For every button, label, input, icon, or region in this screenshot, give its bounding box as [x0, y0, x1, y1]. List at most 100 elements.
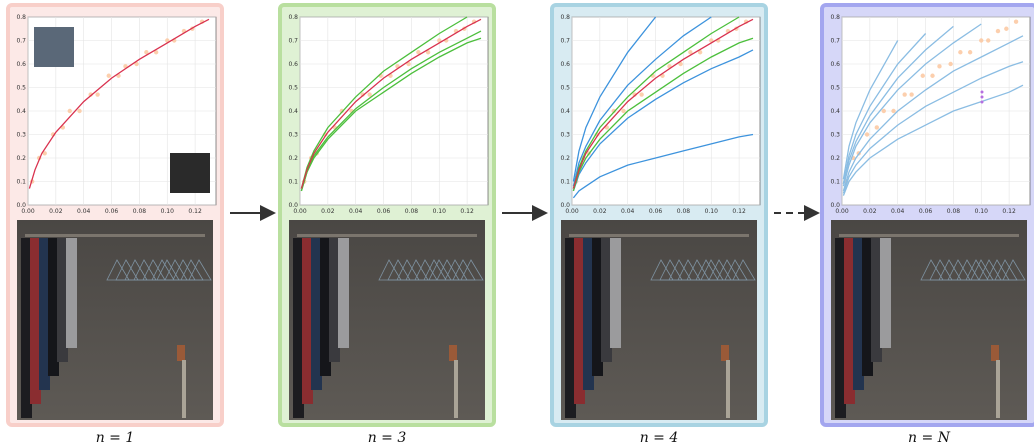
closet-rod [25, 234, 205, 237]
y-tick-label: 0.1 [560, 179, 570, 186]
garment [871, 238, 882, 362]
curve [572, 18, 754, 189]
closet-rod [839, 234, 1019, 237]
scatter-point [416, 50, 421, 55]
garment [21, 238, 32, 418]
scatter-point [1004, 26, 1009, 31]
y-tick-label: 0.5 [560, 85, 570, 92]
garment [302, 238, 313, 404]
garment [320, 238, 331, 376]
scatter-point [144, 50, 149, 55]
curve [842, 35, 1024, 192]
y-tick-label: 0.3 [288, 132, 298, 139]
y-tick-label: 0.2 [830, 155, 840, 162]
scatter-point [891, 108, 896, 114]
x-tick-label: 0.06 [105, 208, 119, 215]
hanger [460, 259, 484, 281]
curve [300, 18, 482, 189]
y-tick-label: 0.0 [288, 202, 298, 209]
hanger [732, 259, 756, 281]
garment [338, 238, 349, 348]
y-tick-label: 0.8 [830, 14, 840, 21]
caption: n = N [908, 430, 951, 446]
garment [574, 238, 585, 404]
x-tick-label: 0.12 [1002, 208, 1016, 215]
closet-rod [297, 234, 477, 237]
x-tick-label: 0.00 [565, 208, 579, 215]
scatter-point [930, 73, 935, 78]
curve [572, 16, 657, 182]
scatter-point [106, 73, 111, 78]
garment [293, 238, 304, 418]
scatter-point [678, 61, 683, 67]
y-tick-label: 0.8 [288, 14, 298, 21]
caption: n = 1 [96, 430, 135, 446]
x-tick-label: 0.06 [649, 208, 663, 215]
curve [300, 16, 468, 189]
garment [565, 238, 576, 418]
y-tick-label: 0.4 [560, 108, 570, 115]
x-tick-label: 0.04 [349, 208, 363, 215]
pole [996, 360, 1000, 418]
garment [601, 238, 612, 362]
scatter-point [967, 50, 973, 55]
wall-hook [991, 345, 999, 361]
x-tick-label: 0.12 [460, 208, 474, 215]
garment [66, 238, 77, 348]
curve [572, 133, 754, 199]
garment [39, 238, 50, 390]
scatter-point [425, 50, 431, 55]
x-tick-label: 0.00 [835, 208, 849, 215]
y-tick-label: 0.1 [16, 179, 26, 186]
x-tick-label: 0.06 [919, 208, 933, 215]
scatter-point [937, 64, 942, 69]
scatter-point [77, 108, 82, 114]
hanger [188, 259, 212, 281]
y-tick-label: 0.0 [830, 202, 840, 209]
x-tick-label: 0.08 [133, 208, 147, 215]
x-tick-label: 0.10 [705, 208, 719, 215]
x-tick-label: 0.06 [377, 208, 391, 215]
panel: 0.0 0.1 0.2 0.3 0.4 0.5 0.6 0.7 0.8 0.00 0.02 0.04 0… [820, 3, 1034, 446]
curve [28, 18, 210, 189]
garment [57, 238, 68, 362]
garment [30, 238, 41, 404]
x-tick-label: 0.02 [49, 208, 63, 215]
curve [572, 16, 740, 189]
x-tick-label: 0.08 [947, 208, 961, 215]
scatter-point [902, 92, 907, 97]
x-tick-label: 0.00 [293, 208, 307, 215]
garment [844, 238, 855, 404]
curve [842, 84, 1024, 196]
scatter-point [339, 108, 344, 114]
panel: 0.0 0.1 0.2 0.3 0.4 0.5 0.6 0.7 0.8 0.00 0.02 0.04 0… [278, 3, 496, 446]
y-tick-label: 0.3 [560, 132, 570, 139]
scatter-point [864, 132, 870, 137]
y-tick-label: 0.6 [288, 61, 298, 68]
curve [572, 37, 754, 192]
y-tick-label: 0.2 [560, 155, 570, 162]
scatter-point [986, 38, 991, 43]
y-tick-label: 0.5 [830, 85, 840, 92]
x-tick-label: 0.08 [677, 208, 691, 215]
wall-hook [177, 345, 185, 361]
y-tick-label: 0.7 [288, 38, 298, 45]
y-tick-label: 0.7 [560, 38, 570, 45]
wall-hook [721, 345, 729, 361]
inset-photo [34, 27, 74, 67]
closet-rod [569, 234, 749, 237]
scatter-point [42, 151, 47, 156]
scatter-point [995, 28, 1001, 34]
y-tick-label: 0.7 [830, 38, 840, 45]
x-tick-label: 0.10 [161, 208, 175, 215]
y-tick-label: 0.3 [830, 132, 840, 139]
garment [583, 238, 594, 390]
scatter-point [95, 92, 100, 97]
garment [835, 238, 846, 418]
ellipsis-dot [980, 90, 984, 94]
panel: 0.0 0.1 0.2 0.3 0.4 0.5 0.6 0.7 0.8 0.00 0.02 0.04 0… [6, 3, 224, 446]
ellipsis-dot [980, 95, 984, 99]
x-tick-label: 0.00 [21, 208, 35, 215]
garment [329, 238, 340, 362]
